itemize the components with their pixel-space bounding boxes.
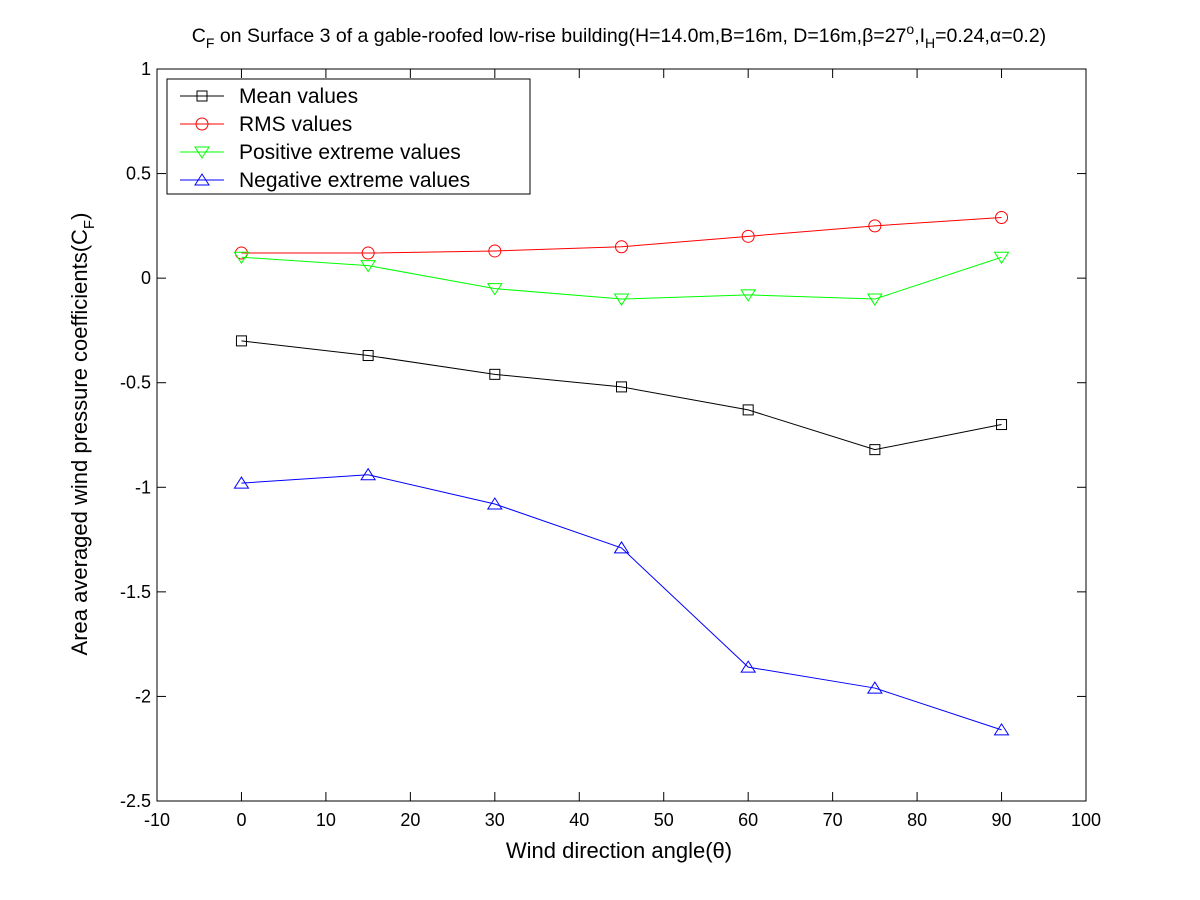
data-point <box>613 541 630 554</box>
data-point <box>741 229 755 243</box>
x-tick-label: 40 <box>569 810 589 830</box>
x-tick-label: -10 <box>144 810 170 830</box>
series-1 <box>235 335 1008 456</box>
x-tick-label: 70 <box>823 810 843 830</box>
legend-entry: RMS values <box>180 113 352 136</box>
y-tick-label: -2 <box>135 686 151 706</box>
data-point <box>360 260 377 273</box>
data-point <box>993 251 1010 265</box>
legend-marker <box>194 173 210 186</box>
x-tick-label: 30 <box>485 810 505 830</box>
legend-label: RMS values <box>239 113 352 136</box>
x-axis-tick-labels: -10 0 10 20 30 40 50 60 70 80 90 100 <box>144 810 1101 830</box>
y-tick-label: -2.5 <box>120 791 151 811</box>
data-point <box>486 283 503 296</box>
legend-box <box>166 78 531 195</box>
data-point <box>869 444 881 456</box>
x-tick-label: 90 <box>992 810 1012 830</box>
data-point <box>486 497 503 510</box>
x-tick-label: 20 <box>400 810 420 830</box>
legend-marker <box>195 117 209 131</box>
series-line <box>241 474 1002 731</box>
data-point <box>233 476 250 489</box>
x-tick-label: 50 <box>654 810 674 830</box>
data-point <box>742 404 754 416</box>
data-point <box>615 240 628 254</box>
x-tick-label: 0 <box>236 810 246 830</box>
legend-label: Positive extreme values <box>239 141 461 164</box>
series-layer <box>233 210 1010 736</box>
legend-label: Negative extreme values <box>239 169 470 192</box>
legend-marker <box>196 90 208 102</box>
data-point <box>866 681 883 694</box>
data-point <box>868 219 882 233</box>
x-tick-label: 10 <box>316 810 336 830</box>
data-point <box>233 251 250 265</box>
data-point <box>489 368 501 380</box>
data-point <box>995 210 1009 224</box>
data-point <box>488 244 502 258</box>
series-3 <box>233 251 1010 306</box>
x-axis-title: Wind direction angle(θ) <box>506 838 732 863</box>
legend-entry: Mean values <box>180 85 358 108</box>
x-tick-label: 60 <box>738 810 758 830</box>
y-tick-label: -1 <box>135 477 151 497</box>
series-4 <box>233 467 1010 736</box>
legend: Mean values RMS values Positive extreme va… <box>166 78 531 195</box>
legend-entry: Negative extreme values <box>180 169 470 192</box>
series-line <box>241 256 1002 300</box>
data-point <box>996 419 1008 431</box>
x-tick-label: 100 <box>1071 810 1101 830</box>
y-tick-label: -0.5 <box>120 373 151 393</box>
series-line <box>241 216 1002 254</box>
data-point <box>361 246 375 260</box>
legend-label: Mean values <box>239 85 358 108</box>
y-tick-label: 0 <box>141 268 151 288</box>
chart-title: CF on Surface 3 of a gable-roofed low-ri… <box>192 21 1046 51</box>
y-axis-tick-labels: -2.5 -2 -1.5 -1 -0.5 0 0.5 1 <box>120 59 151 811</box>
data-point <box>362 350 374 362</box>
data-point <box>235 335 247 347</box>
data-point <box>740 660 757 673</box>
data-point <box>360 467 377 481</box>
legend-marker <box>194 146 210 159</box>
data-point <box>993 722 1010 736</box>
data-point <box>866 293 883 306</box>
y-tick-label: 1 <box>141 59 151 79</box>
y-tick-label: -1.5 <box>120 582 151 602</box>
data-point <box>616 381 627 393</box>
y-axis-title: Area averaged wind pressure coefficients… <box>67 213 98 656</box>
axis-ticks <box>156 68 1087 802</box>
data-point <box>740 289 757 302</box>
data-point <box>613 293 630 306</box>
x-tick-label: 80 <box>907 810 927 830</box>
y-tick-label: 0.5 <box>126 164 151 184</box>
series-line <box>241 340 1002 451</box>
legend-entry: Positive extreme values <box>180 141 461 164</box>
